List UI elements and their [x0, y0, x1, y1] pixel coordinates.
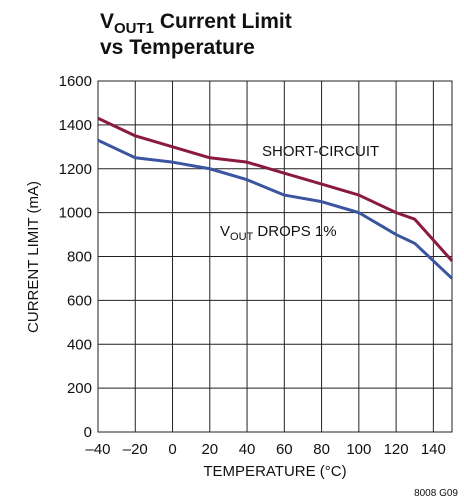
data-line	[97, 116, 454, 262]
x-tick-label: 140	[421, 441, 446, 458]
data-line	[97, 138, 454, 280]
x-tick-label: 0	[168, 441, 176, 458]
y-tick-label: 400	[67, 336, 92, 353]
y-tick-label: 800	[67, 249, 92, 266]
x-tick-label: 60	[276, 441, 293, 458]
x-tick-label: 80	[313, 441, 330, 458]
annotation: VOUT DROPS 1%	[220, 223, 337, 243]
chart-title: VOUT1 Current Limit	[100, 10, 292, 37]
x-axis-label: TEMPERATURE (°C)	[203, 463, 346, 480]
y-tick-label: 1000	[59, 205, 92, 222]
y-axis-label: CURRENT LIMIT (mA)	[25, 181, 42, 333]
x-tick-label: 120	[384, 441, 409, 458]
y-tick-label: 1200	[59, 161, 92, 178]
chart-title: vs Temperature	[100, 36, 255, 59]
y-tick-label: 600	[67, 292, 92, 309]
y-tick-label: 0	[84, 424, 92, 441]
x-tick-label: 40	[239, 441, 256, 458]
plot-frame	[97, 80, 453, 433]
footnote: 8008 G09	[414, 488, 458, 499]
y-tick-label: 1600	[59, 73, 92, 90]
x-tick-label: 20	[201, 441, 218, 458]
x-tick-label: –40	[85, 441, 110, 458]
y-tick-label: 1400	[59, 117, 92, 134]
annotation: SHORT-CIRCUIT	[262, 143, 379, 160]
y-tick-label: 200	[67, 380, 92, 397]
x-tick-label: 100	[346, 441, 371, 458]
x-tick-label: –20	[123, 441, 148, 458]
